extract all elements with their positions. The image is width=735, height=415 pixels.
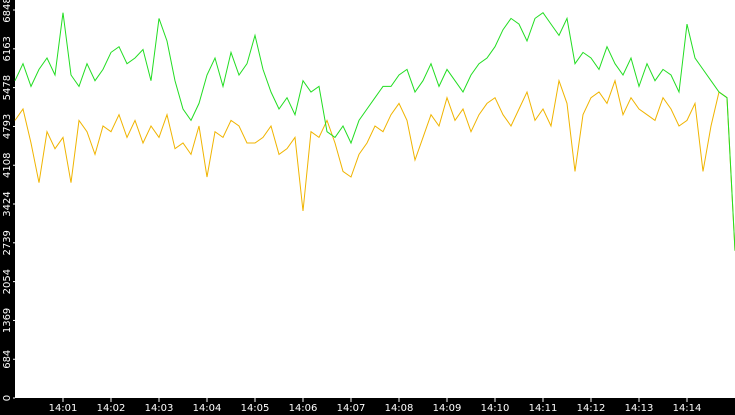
x-tick-label: 14:13 <box>625 403 654 414</box>
x-tick-label: 14:05 <box>241 403 270 414</box>
x-tick-label: 14:03 <box>145 403 174 414</box>
y-tick-label: 3424 <box>2 191 13 216</box>
plot-area <box>15 0 735 398</box>
y-tick-label: 1369 <box>2 308 13 333</box>
x-tick-label: 14:09 <box>433 403 462 414</box>
y-tick-label: 4793 <box>2 114 13 139</box>
x-tick-label: 14:10 <box>481 403 510 414</box>
y-tick-label: 5478 <box>2 75 13 100</box>
x-tick-label: 14:07 <box>337 403 366 414</box>
y-tick-label: 2739 <box>2 230 13 255</box>
x-tick-label: 14:06 <box>289 403 318 414</box>
x-tick-label: 14:12 <box>577 403 606 414</box>
x-tick-label: 14:02 <box>97 403 126 414</box>
y-tick-label: 0 <box>2 395 13 401</box>
x-tick-label: 14:01 <box>49 403 78 414</box>
x-tick-label: 14:14 <box>673 403 702 414</box>
series-line <box>14 12 735 251</box>
y-tick-label: 6848 <box>2 0 13 23</box>
y-tick-label: 4108 <box>2 153 13 178</box>
y-tick-label: 6163 <box>2 36 13 61</box>
x-tick-label: 14:11 <box>529 403 558 414</box>
series-line <box>14 78 735 251</box>
x-tick-label: 14:04 <box>193 403 222 414</box>
x-tick-label: 14:08 <box>385 403 414 414</box>
y-tick-label: 2054 <box>2 269 13 294</box>
y-tick-label: 684 <box>2 350 13 369</box>
